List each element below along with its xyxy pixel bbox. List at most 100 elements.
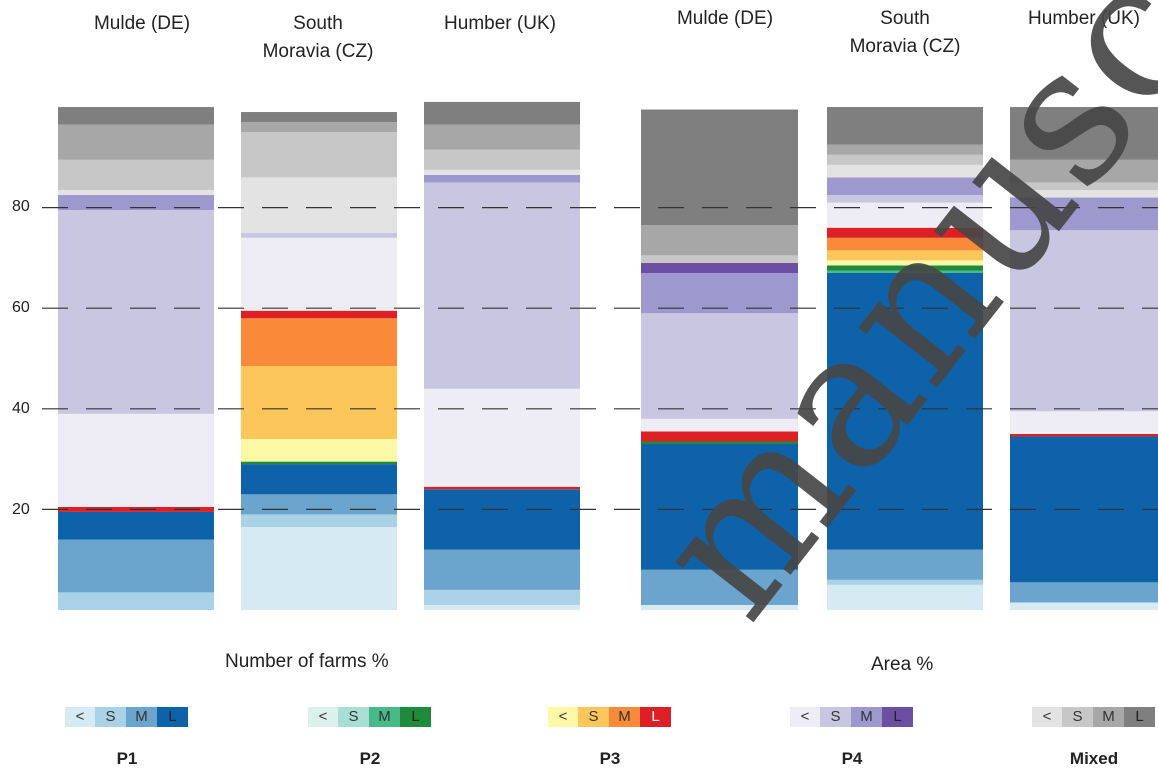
bar-area-3	[1010, 107, 1158, 610]
bar-farms-1	[58, 107, 214, 610]
legend-cell-p1-s: S	[95, 707, 126, 727]
legend-swatch-p3: < S M L	[548, 707, 671, 727]
bar-segment-p4-m	[1010, 197, 1158, 231]
bar-segment-p3-l	[1010, 433, 1158, 437]
legend-cell-p3-m: M	[609, 707, 640, 727]
legend-cell-mixed-s: S	[1062, 707, 1093, 727]
legend-label-p2: P2	[359, 749, 381, 768]
legend-cell-p4-lt: <	[790, 707, 820, 727]
bar-segment-p4-m	[827, 177, 983, 196]
bar-segment-p4-m	[58, 195, 214, 211]
bar-segment-mixed-m	[241, 122, 397, 133]
bar-segment-p1-m	[827, 549, 983, 580]
bar-segment-p3-m	[241, 318, 397, 367]
bar-segment-p3-l	[241, 310, 397, 319]
bar-segment-p1-lt	[424, 604, 580, 610]
bar-segment-p3-lt	[241, 438, 397, 462]
bar-segment-p4-s	[424, 182, 580, 389]
bar-segment-p3-l	[827, 227, 983, 238]
bar-segment-p1-lt	[827, 584, 983, 610]
legend-cell-p3-l: L	[640, 707, 671, 727]
bar-segment-p1-m	[1010, 582, 1158, 603]
bar-segment-p1-m	[641, 569, 798, 605]
y-tick-label-20: 20	[12, 501, 30, 518]
y-tick-label-40: 40	[12, 400, 30, 417]
legend-cell-p1-lt: <	[65, 707, 95, 727]
bar-segment-p1-l	[58, 511, 214, 540]
bar-segment-mixed-m	[827, 144, 983, 155]
right-panel-title: Area %	[871, 654, 934, 675]
bar-segment-mixed-l	[424, 101, 580, 125]
bar-segment-p3-s	[241, 366, 397, 439]
bar-segment-p4-s	[241, 232, 397, 238]
bar-segment-mixed-lt	[827, 164, 983, 178]
bar-segment-p4-lt	[641, 418, 798, 432]
bar-segment-mixed-lt	[1010, 189, 1158, 198]
region-label-right-3: Humber (UK)	[1028, 8, 1140, 29]
bar-segment-p2-l	[827, 265, 983, 271]
bar-segment-mixed-s	[241, 132, 397, 178]
legend-swatch-mixed: < S M L	[1032, 707, 1155, 727]
bar-segment-mixed-s	[827, 154, 983, 165]
legend-cell-p2-m: M	[369, 707, 400, 727]
bar-segment-mixed-l	[241, 112, 397, 123]
bar-segment-p3-l	[424, 486, 580, 490]
bar-segment-mixed-s	[641, 255, 798, 263]
bar-segment-p2-m	[827, 270, 983, 273]
bar-area-1	[641, 109, 798, 610]
bar-segment-mixed-l	[58, 107, 214, 125]
bar-segment-p1-s	[58, 592, 214, 610]
bar-segment-mixed-m	[641, 225, 798, 256]
bar-segment-p4-s	[58, 210, 214, 414]
bar-segment-p1-lt	[1010, 602, 1158, 610]
bar-segment-p4-lt	[241, 237, 397, 311]
legend-cell-mixed-lt: <	[1032, 707, 1062, 727]
y-tick-label-60: 60	[12, 299, 30, 316]
bar-segment-p1-l	[241, 464, 397, 495]
bar-segment-p1-s	[241, 514, 397, 528]
legend-cell-p1-m: M	[126, 707, 157, 727]
legend-cell-mixed-m: M	[1093, 707, 1124, 727]
bar-segment-p2-l	[241, 461, 397, 465]
bar-segment-p2-l	[641, 441, 798, 445]
bar-segment-p1-l	[641, 444, 798, 570]
legend-swatch-p2: < S M L	[308, 707, 431, 727]
bar-segment-p1-l	[424, 489, 580, 550]
legend-cell-p3-s: S	[578, 707, 609, 727]
bar-segment-mixed-l	[641, 109, 798, 226]
bar-segment-mixed-s	[1010, 182, 1158, 190]
bar-segment-mixed-s	[58, 159, 214, 190]
bar-segment-p1-s	[827, 579, 983, 585]
bar-segment-p3-m	[827, 237, 983, 251]
bar-segment-p4-m	[641, 272, 798, 314]
bar-segment-p4-s	[827, 195, 983, 203]
bar-segment-p4-l	[641, 262, 798, 273]
bar-segment-mixed-m	[58, 124, 214, 160]
region-label-left-1: Mulde (DE)	[93, 13, 191, 34]
legend-cell-p2-lt: <	[308, 707, 338, 727]
legend-cell-p3-lt: <	[548, 707, 578, 727]
region-label-right-2: South Moravia (CZ)	[849, 8, 961, 57]
bar-segment-p3-s	[827, 250, 983, 261]
bar-segment-p4-s	[641, 313, 798, 419]
legend-cell-p4-l: L	[882, 707, 913, 727]
bar-segment-p3-l	[641, 431, 798, 442]
bar-segment-p4-lt	[1010, 411, 1158, 434]
legend-cell-p2-s: S	[338, 707, 369, 727]
legend-swatch-p4: < S M L	[790, 707, 913, 727]
left-panel-title: Number of farms %	[225, 651, 389, 672]
bar-segment-p1-m	[241, 494, 397, 515]
bar-segment-mixed-m	[424, 124, 580, 150]
bar-segment-p4-lt	[58, 413, 214, 507]
legend-swatch-p1: < S M L	[65, 707, 188, 727]
region-label-right-1: Mulde (DE)	[676, 8, 774, 29]
bar-segment-p4-lt	[827, 202, 983, 228]
region-label-left-3: Humber (UK)	[444, 13, 556, 34]
legend-cell-p4-s: S	[820, 707, 851, 727]
legend-cell-mixed-l: L	[1124, 707, 1155, 727]
bar-segment-p1-l	[827, 272, 983, 550]
bar-segment-mixed-l	[1010, 107, 1158, 160]
bar-segment-p1-m	[424, 549, 580, 590]
legend-cell-p2-l: L	[400, 707, 431, 727]
